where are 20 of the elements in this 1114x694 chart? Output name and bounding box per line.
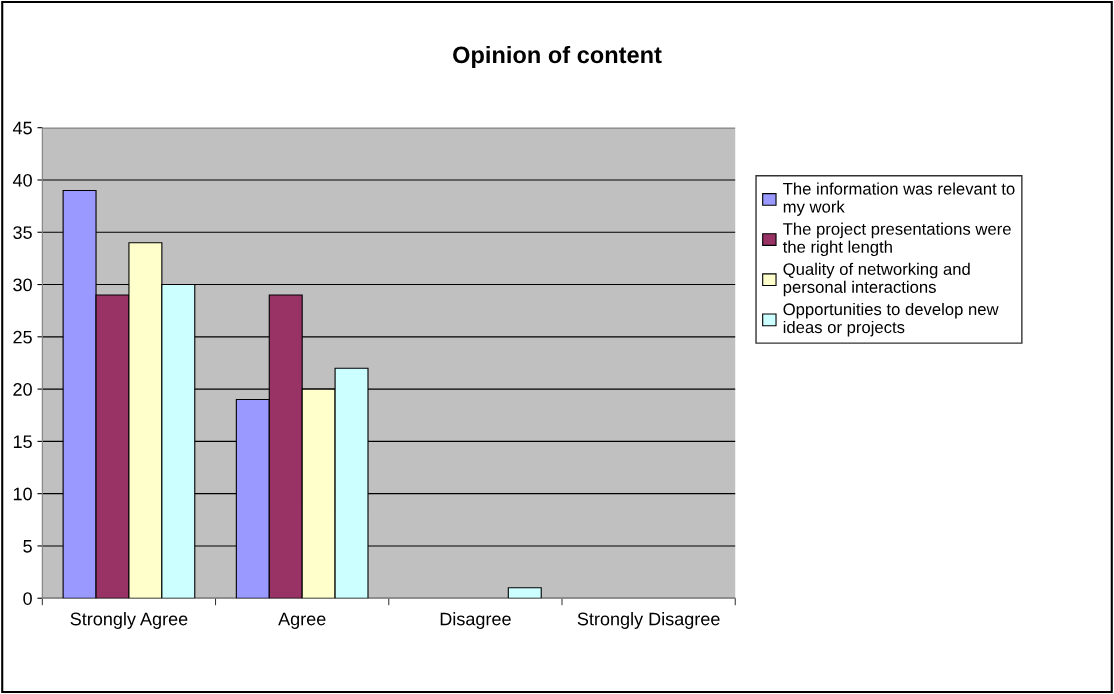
y-tick-label: 10 [13, 487, 32, 501]
legend-label: Opportunities to develop new ideas or projects [783, 302, 999, 337]
y-tick-label: 40 [12, 173, 32, 187]
x-tick-label: Disagree [440, 612, 511, 629]
x-tick-label: Strongly Agree [70, 612, 188, 629]
y-tick-label: 35 [13, 226, 32, 239]
y-tick-label: 30 [13, 278, 32, 292]
y-tick-label: 0 [23, 592, 32, 605]
x-tick-label: Agree [278, 612, 326, 629]
y-tick-label: 45 [12, 121, 32, 135]
bar [507, 587, 542, 599]
y-tick-label: 15 [13, 435, 32, 449]
y-tick-label: 5 [23, 540, 32, 553]
legend-label: The project presentations were the right length [782, 222, 1011, 257]
legend-label: Quality of networking and personal interactions [783, 262, 970, 297]
chart-title: Opinion of content [453, 45, 662, 68]
x-tick-label: Strongly Disagree [577, 612, 720, 629]
y-tick-label: 20 [13, 383, 32, 396]
legend-label: The information was relevant to my work [783, 182, 1015, 216]
y-tick-label: 25 [13, 330, 32, 344]
